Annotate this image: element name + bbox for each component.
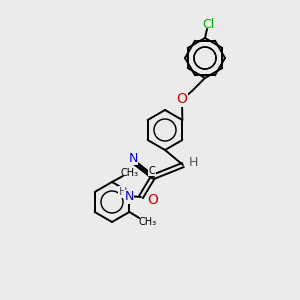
- Text: O: O: [148, 193, 158, 207]
- Text: C: C: [148, 166, 155, 176]
- Text: CH₃: CH₃: [138, 217, 156, 227]
- Text: N: N: [124, 190, 134, 203]
- Text: N: N: [128, 152, 138, 164]
- Text: CH₃: CH₃: [121, 168, 139, 178]
- Text: Cl: Cl: [202, 17, 214, 31]
- Text: O: O: [177, 92, 188, 106]
- Text: H: H: [119, 187, 127, 197]
- Text: H: H: [188, 155, 198, 169]
